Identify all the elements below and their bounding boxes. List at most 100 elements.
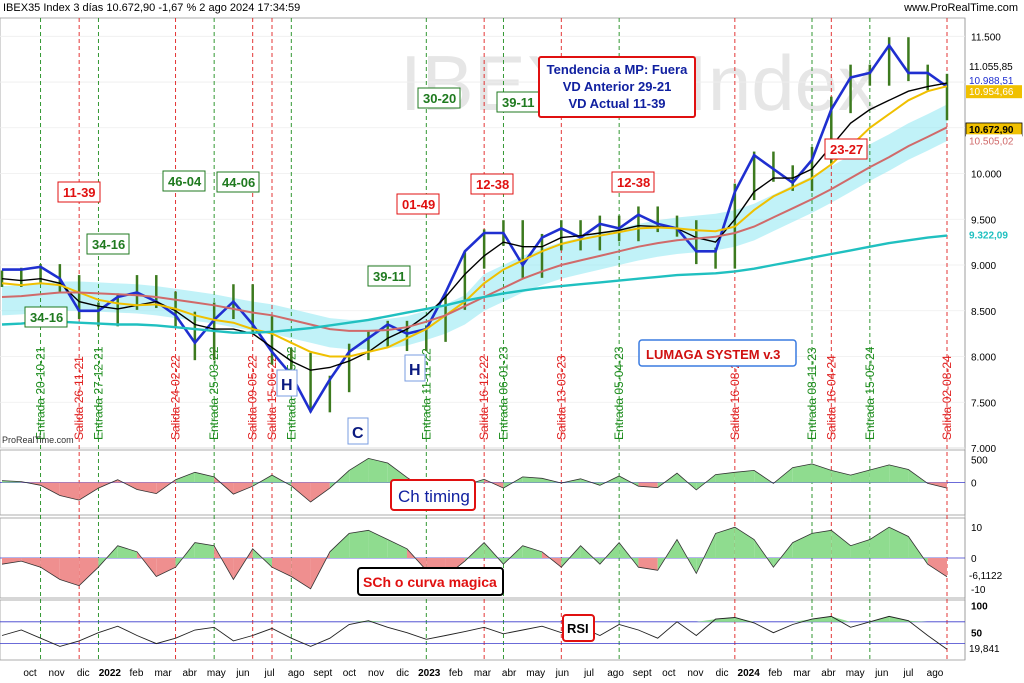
sch-area xyxy=(291,558,311,589)
rsi-overbought-fill xyxy=(734,617,755,622)
signal-label: 34-16 xyxy=(92,237,125,252)
x-tick-label: oct xyxy=(662,668,676,679)
ma-line-4 xyxy=(1,126,948,332)
y-tick-label: 10.000 xyxy=(971,170,1002,181)
x-tick-label: 2023 xyxy=(418,668,441,679)
x-tick-label: jul xyxy=(902,668,913,679)
salida-label: Salida 16-12-22 xyxy=(477,355,491,440)
sch-title-box xyxy=(357,567,504,596)
rsi-overbought-fill xyxy=(908,620,928,622)
signal-box xyxy=(367,265,411,287)
ch-timing-area xyxy=(715,472,735,483)
ch-timing-area xyxy=(79,482,99,501)
osc-y-tick: 0 xyxy=(971,479,977,490)
entrada-label: Entrada 06-01-23 xyxy=(496,346,510,440)
y-tick-label: 9.000 xyxy=(971,261,996,272)
signal-label: 11-39 xyxy=(63,185,96,200)
pattern-box xyxy=(404,354,426,382)
x-tick-label: mar xyxy=(474,668,492,679)
osc-y-tick: -10 xyxy=(971,585,986,596)
price-tag-box xyxy=(966,59,1022,73)
salida-label: Salida 09-05-22 xyxy=(246,355,260,440)
x-tick-label: nov xyxy=(49,668,65,679)
sch-area xyxy=(638,558,658,571)
salida-label: Salida 16-04-24 xyxy=(824,355,838,440)
ch-timing-area xyxy=(368,458,388,483)
site-credit[interactable]: www.ProRealTime.com xyxy=(904,2,1018,14)
signal-label: 39-11 xyxy=(502,95,535,110)
rsi-overbought-fill xyxy=(696,619,716,622)
x-tick-label: may xyxy=(846,668,865,679)
sch-area xyxy=(387,539,407,558)
ch-timing-area xyxy=(831,470,851,483)
pattern-label: H xyxy=(281,377,293,394)
osc-y-tick: 10 xyxy=(971,523,983,534)
ch-timing-area xyxy=(59,482,80,501)
price-tag-box xyxy=(966,134,1022,148)
x-tick-label: jul xyxy=(264,668,275,679)
salida-label: Salida 16-08-23 xyxy=(728,355,742,440)
salida-label: Salida 13-03-23 xyxy=(554,355,568,440)
signal-label: 01-49 xyxy=(402,197,435,212)
price-tag: 10.988,51 xyxy=(969,76,1014,87)
x-tick-label: dic xyxy=(77,668,90,679)
x-tick-label: abr xyxy=(821,668,836,679)
x-tick-label: may xyxy=(526,668,545,679)
ma-line-3 xyxy=(1,85,948,358)
x-tick-label: abr xyxy=(502,668,517,679)
sch-area xyxy=(889,527,909,558)
trend-info-line: VD Anterior 29-21 xyxy=(563,79,672,94)
rsi-overbought-fill xyxy=(831,616,851,622)
entrada-label: Entrada 08-11-23 xyxy=(805,347,819,440)
price-tag-box xyxy=(966,74,1022,88)
signal-label: 30-20 xyxy=(423,91,456,106)
ch-timing-area xyxy=(291,482,311,502)
signal-box xyxy=(396,193,440,215)
signal-label: 23-27 xyxy=(830,142,863,157)
pattern-label: H xyxy=(409,362,421,379)
ch-timing-area xyxy=(792,463,812,483)
system-label: LUMAGA SYSTEM v.3 xyxy=(646,347,780,362)
salida-label: Salida 24-02-22 xyxy=(169,355,183,440)
ch-timing-area xyxy=(310,482,330,502)
x-tick-label: sept xyxy=(633,668,652,679)
trend-info-line: Tendencia a MP: Fuera xyxy=(547,62,688,77)
x-tick-label: may xyxy=(207,668,226,679)
osc-y-tick: 500 xyxy=(971,455,988,466)
entrada-label: Entrada 20-10-21 xyxy=(34,346,48,440)
rsi-title-box xyxy=(562,614,595,642)
rsi-y-tick: 50 xyxy=(971,629,983,640)
sch-area xyxy=(329,533,350,558)
chart-credit: ProRealTime.com xyxy=(2,435,74,445)
ichimoku-cloud xyxy=(2,104,947,350)
sch-area xyxy=(869,527,890,558)
signal-label: 39-11 xyxy=(373,269,406,284)
sch-title: SCh o curva magica xyxy=(363,574,497,590)
x-tick-label: jul xyxy=(583,668,594,679)
rsi-overbought-fill xyxy=(812,616,832,622)
ch-timing-area xyxy=(387,463,407,483)
sch-area xyxy=(349,530,369,558)
x-tick-label: jun xyxy=(235,668,249,679)
chart-title: IBEX35 Index 3 días 10.672,90 -1,67 % 2 … xyxy=(3,2,301,14)
y-tick-label: 7.500 xyxy=(971,398,996,409)
pattern-label: C xyxy=(352,425,364,442)
x-tick-label: jun xyxy=(874,668,888,679)
signal-box xyxy=(824,138,868,160)
rsi-value-tag: 19,841 xyxy=(969,644,1000,655)
sch-area xyxy=(59,558,80,586)
sch-area xyxy=(117,545,137,558)
sch-area xyxy=(2,558,22,565)
ch-timing-area xyxy=(137,482,157,494)
ch-timing-area xyxy=(734,470,755,483)
ch-timing-area xyxy=(233,482,253,495)
signal-box xyxy=(611,171,655,193)
signal-box xyxy=(162,170,206,192)
entrada-label: Entrada 15-05-24 xyxy=(863,346,877,440)
ch-timing-area xyxy=(812,463,832,483)
sch-area xyxy=(831,530,851,558)
sch-area xyxy=(522,545,542,558)
x-tick-label: dic xyxy=(716,668,729,679)
